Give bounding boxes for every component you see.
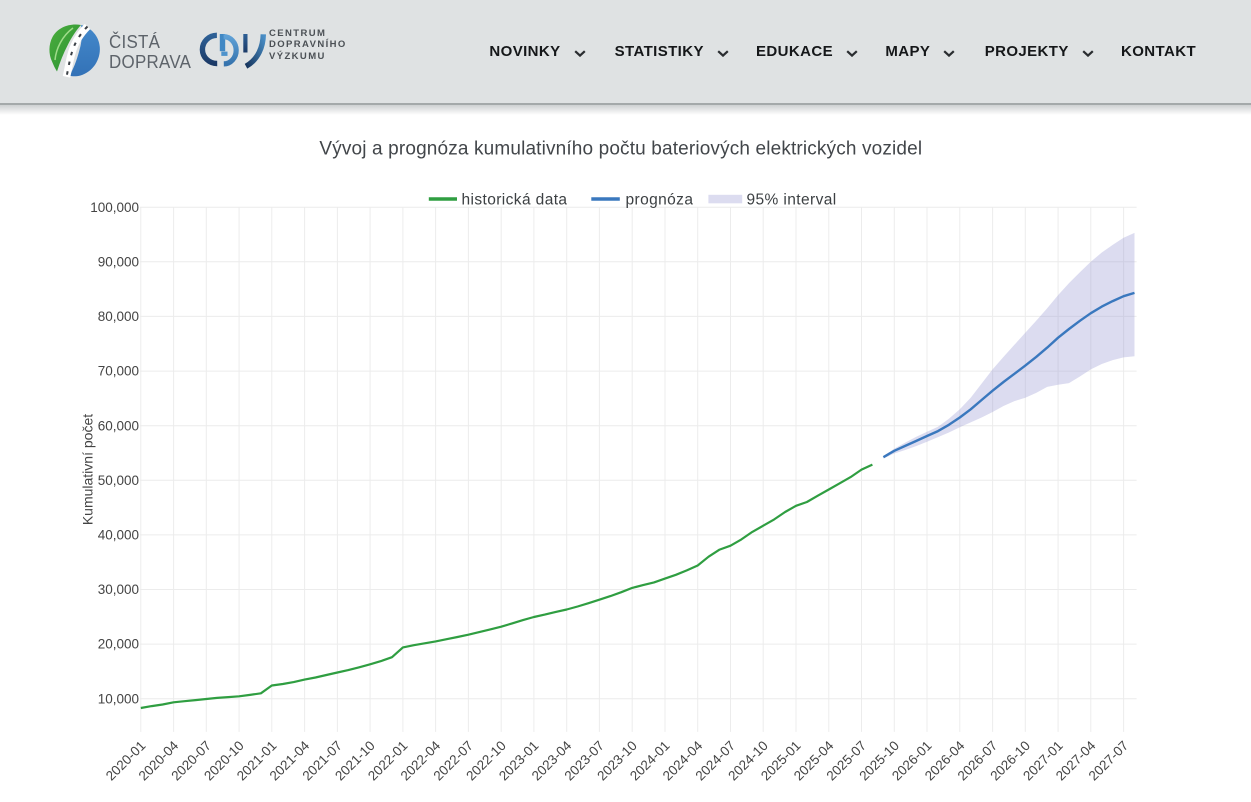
svg-text:prognóza: prognóza <box>626 191 694 208</box>
svg-text:30,000: 30,000 <box>98 582 139 597</box>
svg-text:50,000: 50,000 <box>98 473 139 488</box>
svg-text:historická data: historická data <box>462 191 568 208</box>
svg-text:Vývoj a prognóza kumulativního: Vývoj a prognóza kumulativního počtu bat… <box>319 138 922 159</box>
svg-text:70,000: 70,000 <box>98 364 139 379</box>
svg-text:90,000: 90,000 <box>98 254 139 269</box>
svg-text:100,000: 100,000 <box>90 200 139 215</box>
svg-text:10,000: 10,000 <box>98 691 139 706</box>
svg-text:80,000: 80,000 <box>98 309 139 324</box>
svg-text:Kumulativní počet: Kumulativní počet <box>80 414 96 525</box>
svg-text:95% interval: 95% interval <box>747 191 837 208</box>
svg-text:60,000: 60,000 <box>98 418 139 433</box>
svg-text:20,000: 20,000 <box>98 637 139 652</box>
svg-text:40,000: 40,000 <box>98 528 139 543</box>
